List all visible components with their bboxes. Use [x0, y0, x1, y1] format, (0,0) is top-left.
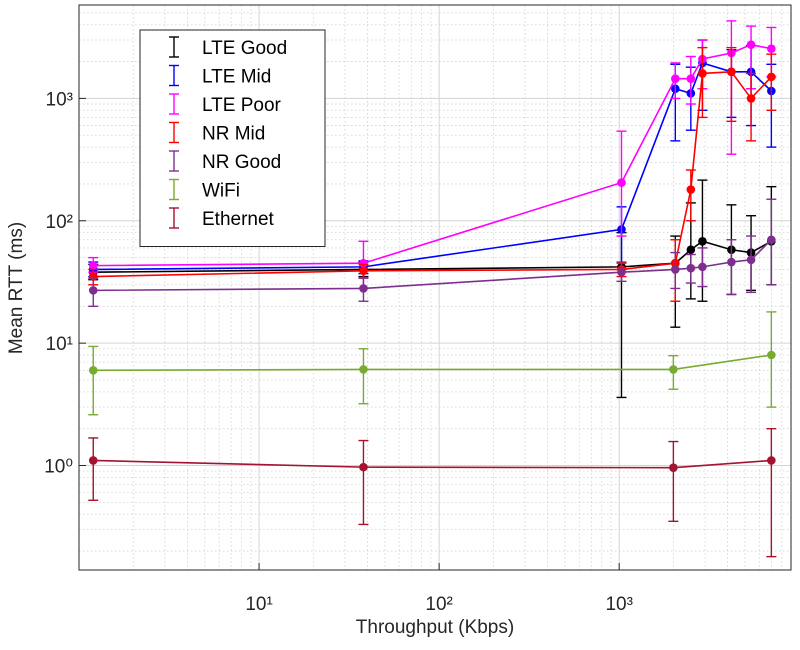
- marker: [88, 286, 98, 295]
- marker: [669, 365, 678, 374]
- legend-icon: [169, 93, 179, 115]
- legend-label: NR Mid: [202, 124, 265, 145]
- marker: [686, 245, 696, 255]
- error-bar: [766, 311, 777, 408]
- legend-icon: [169, 207, 179, 229]
- marker: [671, 74, 680, 83]
- marker: [698, 69, 707, 78]
- legend-icon: [169, 36, 179, 58]
- marker: [359, 462, 368, 472]
- marker: [359, 284, 368, 293]
- marker: [686, 74, 696, 83]
- marker: [359, 365, 368, 374]
- marker: [686, 185, 696, 194]
- legend-label: WiFi: [202, 181, 240, 202]
- y-tick-label: 10²: [46, 212, 73, 233]
- marker: [686, 263, 696, 273]
- error-bar: [746, 72, 757, 142]
- error-bar: [88, 437, 99, 501]
- error-bar: [746, 235, 757, 294]
- y-tick-label: 10⁰: [44, 457, 73, 478]
- marker: [617, 267, 626, 277]
- y-axis-label: Mean RTT (ms): [6, 222, 27, 354]
- legend-icon: [169, 150, 179, 172]
- x-tick-label: 10²: [425, 594, 452, 615]
- error-bar: [358, 348, 369, 405]
- marker: [767, 235, 776, 245]
- error-bar: [726, 239, 737, 296]
- marker: [746, 94, 756, 103]
- legend-label: Ethernet: [202, 209, 275, 230]
- marker: [669, 463, 678, 472]
- marker: [767, 72, 776, 82]
- series-line: [93, 354, 772, 372]
- series-line: [93, 459, 772, 469]
- marker: [617, 178, 626, 187]
- legend-label: NR Good: [202, 152, 281, 173]
- error-bar: [697, 46, 708, 119]
- marker: [88, 456, 98, 465]
- x-axis-label: Throughput (Kbps): [356, 617, 514, 638]
- marker: [359, 258, 368, 268]
- y-tick-label: 10³: [46, 89, 73, 110]
- marker: [698, 262, 707, 272]
- x-tick-label: 10³: [605, 594, 632, 615]
- legend-icon: [169, 64, 179, 87]
- error-bar: [358, 439, 369, 526]
- legend-icon: [169, 121, 179, 144]
- error-bar: [88, 345, 99, 416]
- error-bar: [668, 440, 679, 523]
- legend-icon: [169, 178, 179, 201]
- y-tick-label: 10¹: [46, 334, 73, 355]
- marker: [698, 236, 707, 246]
- marker: [767, 44, 776, 53]
- error-bar: [726, 46, 737, 123]
- error-bar: [766, 53, 777, 111]
- marker: [746, 255, 756, 265]
- error-bar: [685, 169, 696, 222]
- marker: [88, 365, 98, 375]
- marker: [359, 266, 368, 276]
- x-tick-label: 10¹: [245, 594, 272, 615]
- error-bar: [766, 427, 777, 558]
- marker: [727, 257, 736, 267]
- marker: [727, 67, 736, 77]
- plot-frame: [78, 4, 792, 571]
- marker: [671, 265, 680, 274]
- legend-label: LTE Good: [202, 38, 287, 59]
- marker: [88, 261, 98, 270]
- marker: [767, 456, 776, 465]
- marker: [767, 350, 776, 360]
- marker: [746, 40, 756, 49]
- legend-label: LTE Mid: [202, 67, 271, 88]
- legend-label: LTE Poor: [202, 95, 282, 116]
